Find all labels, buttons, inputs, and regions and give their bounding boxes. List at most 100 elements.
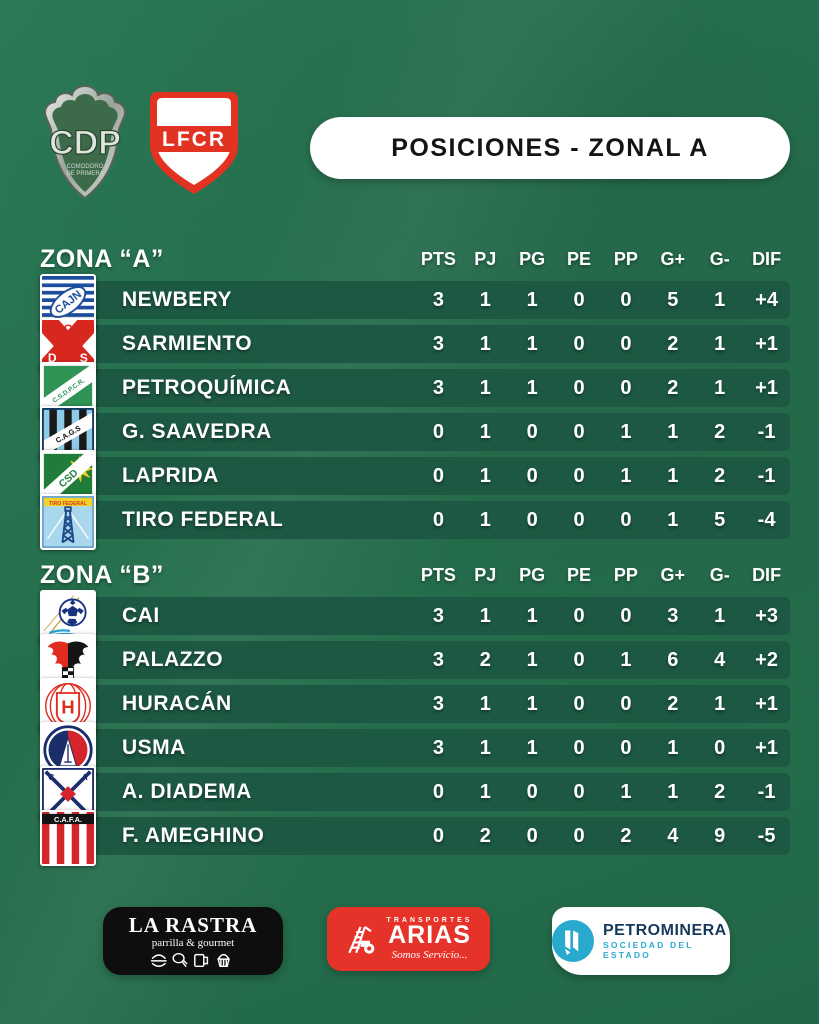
stat-value: +4 (755, 288, 778, 311)
team-stats: 3 1 1 0 0 2 1 +1 (415, 682, 790, 726)
stat-value: 0 (573, 824, 585, 847)
stat-value: 3 (432, 288, 444, 311)
column-header: PE (567, 248, 592, 269)
stat-value: 2 (667, 376, 679, 399)
sponsor-la-rastra-title: LA RASTRA (128, 913, 258, 937)
stat-value: 1 (620, 464, 632, 487)
sponsor-arias-kicker: TRANSPORTES (386, 917, 473, 924)
stat-value: 0 (573, 604, 585, 627)
column-header: PJ (474, 248, 497, 269)
sponsor-arias-title: ARIAS (388, 921, 471, 949)
stat-value: 0 (620, 604, 632, 627)
lfcr-badge-icon: LFCR (148, 88, 240, 198)
stat-value: 0 (432, 780, 444, 803)
stat-value: 2 (667, 332, 679, 355)
stat-value: 0 (432, 464, 444, 487)
stat-value: 1 (714, 692, 726, 715)
team-name: G. SAAVEDRA (122, 420, 272, 443)
stat-value: 1 (479, 464, 491, 487)
table-row: C D S SARMIENTO 3 1 1 0 0 2 1 +1 (40, 318, 790, 374)
sponsor-card-transportes-arias: TRANSPORTES ARIAS Somos Servicio... (327, 907, 490, 971)
stat-value: 1 (714, 376, 726, 399)
team-name: PETROQUÍMICA (122, 376, 292, 399)
stat-value: 1 (667, 420, 679, 443)
svg-text:D: D (48, 351, 57, 365)
svg-text:LFCR: LFCR (162, 128, 226, 151)
petrominera-mark-icon (552, 920, 594, 962)
header-logos: CDP COMODORO DE PRIMERA LFCR (34, 84, 240, 202)
svg-text:TIRO FEDERAL: TIRO FEDERAL (49, 501, 87, 507)
team-stats: 0 2 0 0 2 4 9 -5 (415, 814, 790, 858)
stat-value: 2 (714, 420, 726, 443)
zone-b-table: ZONA “B” PTS PJ PG PE PP G+ G- DIF CAI 3 1 1 0 0 3 1 +… (40, 556, 790, 866)
column-header: PP (613, 248, 638, 269)
stat-value: 1 (479, 288, 491, 311)
team-name: LAPRIDA (122, 464, 219, 487)
sponsor-petrominera-subtitle: SOCIEDAD DEL ESTADO (603, 939, 694, 960)
stat-value: 0 (573, 332, 585, 355)
table-row: CSD LAPRIDA 0 1 0 0 1 1 2 -1 (40, 450, 790, 506)
zone-label: ZONA “B” (40, 560, 164, 589)
team-stats: 3 1 1 0 0 1 0 +1 (415, 726, 790, 770)
sponsor-card-la-rastra: LA RASTRA parrilla & gourmet (103, 907, 283, 975)
svg-text:A: A (82, 772, 88, 782)
stat-value: 0 (573, 508, 585, 531)
stat-value: 1 (526, 736, 538, 759)
svg-text:S: S (80, 351, 88, 365)
team-name: F. AMEGHINO (122, 824, 265, 847)
team-logo-icon: C.A.F.A. (40, 810, 96, 866)
team-name: NEWBERY (122, 288, 233, 311)
column-header: PTS (420, 564, 456, 585)
stat-value: 0 (526, 464, 538, 487)
team-stats: 3 2 1 0 1 6 4 +2 (415, 638, 790, 682)
column-header: G+ (660, 564, 686, 585)
stat-value: 1 (526, 332, 538, 355)
stat-value: 1 (667, 736, 679, 759)
stat-value: +1 (755, 376, 778, 399)
stat-value: 0 (573, 648, 585, 671)
table-row: H HURACÁN 3 1 1 0 0 2 1 +1 (40, 678, 790, 734)
stat-value: 0 (573, 736, 585, 759)
burger-icon (150, 954, 167, 968)
stat-value: 0 (573, 288, 585, 311)
stat-value: 1 (479, 780, 491, 803)
stat-value: 4 (667, 824, 679, 847)
team-stats: 3 1 1 0 0 3 1 +3 (415, 594, 790, 638)
stat-value: 0 (620, 692, 632, 715)
stat-value: 0 (620, 332, 632, 355)
stat-value: 3 (432, 604, 444, 627)
team-stats: 0 1 0 0 1 1 2 -1 (415, 410, 790, 454)
stat-value: 2 (667, 692, 679, 715)
stat-value: 1 (526, 692, 538, 715)
stat-value: 1 (479, 736, 491, 759)
zone-a-table: ZONA “A” PTS PJ PG PE PP G+ G- DIF CAJN NEWBERY… (40, 240, 790, 550)
stat-value: 0 (714, 736, 726, 759)
cupcake-icon (217, 953, 230, 968)
stat-value: 3 (432, 648, 444, 671)
stat-value: 0 (526, 780, 538, 803)
stat-value: 0 (620, 508, 632, 531)
stat-value: 4 (714, 648, 726, 671)
table-row: C.S.D.P.C.R. PETROQUÍMICA 3 1 1 0 0 2 1 +1 (40, 362, 790, 418)
column-header: PTS (420, 248, 456, 269)
stat-value: 3 (432, 376, 444, 399)
stat-value: 1 (479, 332, 491, 355)
stat-value: 3 (667, 604, 679, 627)
stat-value: +1 (755, 332, 778, 355)
column-headers: PTS PJ PG PE PP G+ G- DIF (415, 249, 790, 270)
stat-value: 9 (714, 824, 726, 847)
svg-text:COMODORO: COMODORO (67, 164, 104, 170)
stat-value: 0 (573, 420, 585, 443)
team-name: PALAZZO (122, 648, 224, 671)
stat-value: 1 (620, 648, 632, 671)
stat-value: 6 (667, 648, 679, 671)
column-header: PG (519, 564, 546, 585)
table-row: C.A.F.A. F. AMEGHINO 0 2 0 0 2 4 9 -5 (40, 810, 790, 866)
stat-value: 1 (667, 780, 679, 803)
stat-value: 1 (479, 376, 491, 399)
stat-value: 1 (479, 420, 491, 443)
stat-value: 3 (432, 692, 444, 715)
stat-value: 1 (620, 420, 632, 443)
stat-value: -1 (757, 780, 776, 803)
stat-value: +1 (755, 692, 778, 715)
